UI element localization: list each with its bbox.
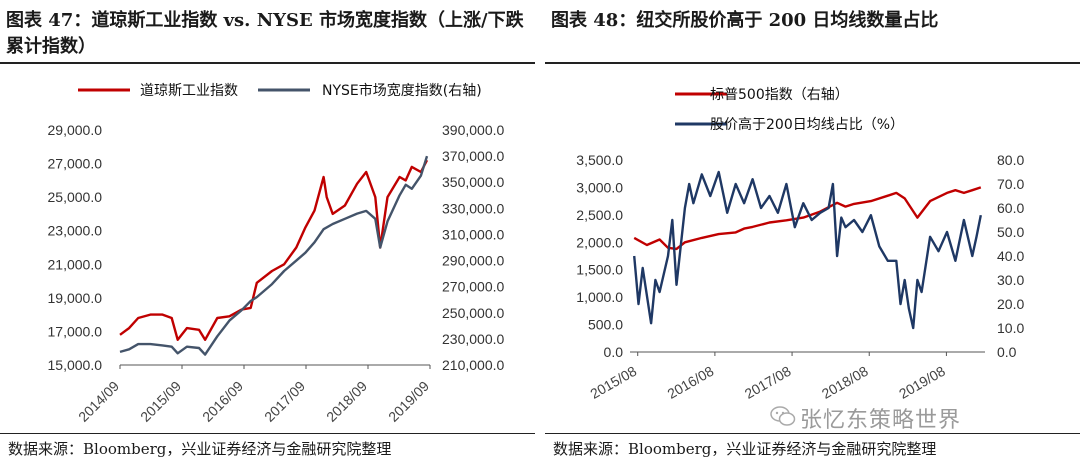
chart-svg-48: 标普500指数（右轴） 股价高于200日均线占比（%） 0.0 500.0 1,000.… <box>576 87 1024 402</box>
y-right-tick-label: 270,000.0 <box>442 279 504 295</box>
watermark-text: 张忆东策略世界 <box>800 408 962 433</box>
bottom-rule <box>545 433 1080 434</box>
y-left-tick-label: 17,000.0 <box>48 323 103 339</box>
chart-panel-47: 图表 47：道琼斯工业指数 vs. NYSE 市场宽度指数（上涨/下跌累计指数）… <box>0 0 535 468</box>
wechat-icon <box>770 406 796 426</box>
y-right-tick-label: 390,000.0 <box>442 122 504 138</box>
y-right-tick-label: 10.0 <box>997 320 1024 336</box>
y-right-tick-label: 230,000.0 <box>442 331 504 347</box>
y-left-tick-label: 2,500.0 <box>576 207 623 223</box>
y-left-tick-label: 21,000.0 <box>48 256 103 272</box>
chart-title: 图表 47：道琼斯工业指数 vs. NYSE 市场宽度指数（上涨/下跌累计指数） <box>6 10 524 57</box>
y-left-tick-label: 27,000.0 <box>48 156 103 172</box>
chart-svg-47: 道琼斯工业指数 NYSE市场宽度指数(右轴) 15,000.0 17,000.0 19,… <box>48 82 505 425</box>
y-right-tick-label: 330,000.0 <box>442 200 504 216</box>
y-right-tick-label: 290,000.0 <box>442 253 504 269</box>
y-right-tick-label: 30.0 <box>997 272 1024 288</box>
y-left-tick-label: 15,000.0 <box>48 357 103 373</box>
y-left-tick-label: 1,000.0 <box>576 289 623 305</box>
chart-panel-48: 图表 48：纽交所股价高于 200 日均线数量占比 标普500指数（右轴） 股价高… <box>545 0 1080 468</box>
series-line <box>633 170 982 330</box>
y-left-tick-label: 3,500.0 <box>576 152 623 168</box>
y-right-tick-label: 210,000.0 <box>442 357 504 373</box>
source-note: 数据来源：Bloomberg，兴业证券经济与金融研究院整理 <box>553 440 937 458</box>
y-right-tick-label: 350,000.0 <box>442 174 504 190</box>
legend-label: NYSE市场宽度指数(右轴) <box>322 82 482 99</box>
x-tick-label: 2017/08 <box>742 363 794 402</box>
x-tick-label: 2017/09 <box>261 378 308 425</box>
y-right-tick-label: 50.0 <box>997 224 1024 240</box>
chart-title: 图表 48：纽交所股价高于 200 日均线数量占比 <box>551 10 939 31</box>
x-tick-label: 2019/09 <box>385 378 432 425</box>
y-right-tick-label: 20.0 <box>997 296 1024 312</box>
x-tick-label: 2016/08 <box>665 363 717 402</box>
top-rule <box>0 62 535 64</box>
y-left-tick-label: 3,000.0 <box>576 179 623 195</box>
y-right-tick-label: 310,000.0 <box>442 226 504 242</box>
source-note: 数据来源：Bloomberg，兴业证券经济与金融研究院整理 <box>8 440 392 458</box>
series-line <box>119 155 429 356</box>
x-tick-label: 2014/09 <box>75 378 122 425</box>
y-left-tick-label: 23,000.0 <box>48 223 103 239</box>
legend-label: 道琼斯工业指数 <box>140 83 238 99</box>
x-tick-label: 2015/09 <box>137 378 184 425</box>
bottom-rule <box>0 433 535 434</box>
x-tick-label: 2019/08 <box>896 363 948 402</box>
y-left-tick-label: 500.0 <box>588 317 623 333</box>
y-right-tick-label: 0.0 <box>997 344 1017 360</box>
legend-label: 股价高于200日均线占比（%） <box>710 116 904 133</box>
y-right-tick-label: 40.0 <box>997 248 1024 264</box>
y-left-tick-label: 25,000.0 <box>48 189 103 205</box>
x-tick-label: 2016/09 <box>199 378 246 425</box>
top-rule <box>545 62 1080 64</box>
series-line <box>119 159 429 341</box>
y-right-tick-label: 370,000.0 <box>442 148 504 164</box>
y-left-tick-label: 0.0 <box>604 344 624 360</box>
y-right-tick-label: 250,000.0 <box>442 305 504 321</box>
x-tick-label: 2015/08 <box>587 363 639 402</box>
legend-label: 标普500指数（右轴） <box>710 87 849 103</box>
x-tick-label: 2018/08 <box>819 363 871 402</box>
y-left-tick-label: 29,000.0 <box>48 122 103 138</box>
y-right-tick-label: 70.0 <box>997 176 1024 192</box>
y-right-tick-label: 80.0 <box>997 152 1024 168</box>
x-tick-label: 2018/09 <box>323 378 370 425</box>
y-left-tick-label: 2,000.0 <box>576 234 623 250</box>
y-left-tick-label: 19,000.0 <box>48 290 103 306</box>
y-right-tick-label: 60.0 <box>997 200 1024 216</box>
y-left-tick-label: 1,500.0 <box>576 262 623 278</box>
